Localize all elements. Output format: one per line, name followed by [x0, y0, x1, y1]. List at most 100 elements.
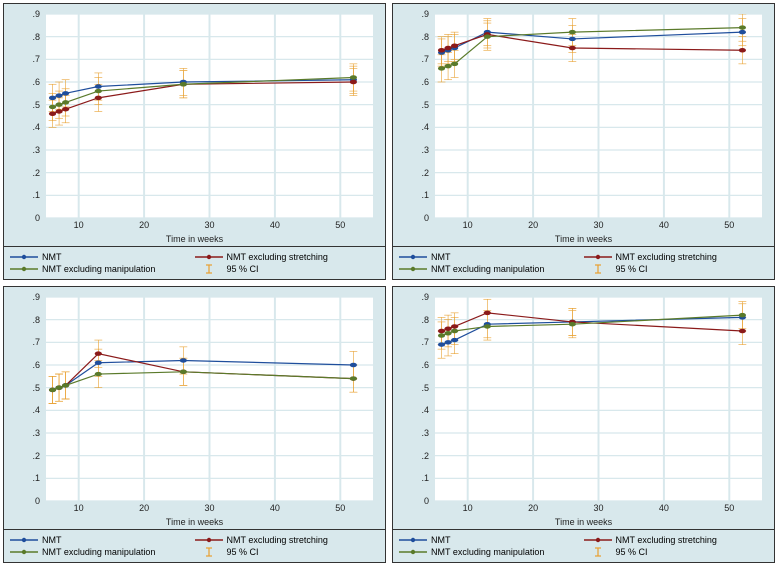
x-tick-label: 10	[74, 503, 84, 513]
series-marker	[438, 342, 445, 346]
legend-label: NMT	[431, 535, 451, 545]
x-tick-label: 30	[204, 503, 214, 513]
series-marker	[739, 313, 746, 317]
series-marker	[438, 48, 445, 52]
y-tick-label: 0	[424, 496, 429, 506]
series-marker	[95, 96, 102, 100]
legend-item-nmt_ex_manip: NMT excluding manipulation	[10, 547, 195, 557]
x-tick-label: 20	[528, 503, 538, 513]
legend-label: NMT excluding manipulation	[42, 547, 155, 557]
y-tick-label: .2	[32, 451, 40, 461]
y-tick-label: .1	[32, 473, 40, 483]
x-tick-label: 20	[139, 503, 149, 513]
legend-label: 95 % CI	[616, 547, 648, 557]
series-marker	[95, 89, 102, 93]
series-marker	[180, 370, 187, 374]
legend-label: NMT excluding manipulation	[431, 264, 544, 274]
legend-label: NMT excluding manipulation	[431, 547, 544, 557]
series-marker	[451, 324, 458, 328]
series-marker	[569, 30, 576, 34]
x-tick-label: 50	[335, 503, 345, 513]
y-tick-label: .3	[32, 428, 40, 438]
panel-disability-male: 0.1.2.3.4.5.6.7.8.91020304050Proportion …	[389, 0, 778, 283]
legend-item-nmt_ex_stretch: NMT excluding stretching	[584, 535, 769, 545]
x-axis-label: Time in weeks	[393, 517, 774, 527]
legend-label: NMT excluding stretching	[616, 535, 717, 545]
y-tick-label: 0	[35, 213, 40, 223]
x-tick-label: 40	[659, 503, 669, 513]
legend-label: NMT excluding stretching	[227, 535, 328, 545]
series-marker	[569, 322, 576, 326]
legend-item-nmt: NMT	[399, 535, 584, 545]
legend-label: NMT excluding stretching	[227, 252, 328, 262]
series-marker	[350, 363, 357, 367]
y-tick-label: .5	[32, 100, 40, 110]
legend-label: 95 % CI	[227, 547, 259, 557]
legend-label: 95 % CI	[616, 264, 648, 274]
legend-item-ci: 95 % CI	[195, 264, 380, 274]
x-tick-label: 50	[724, 503, 734, 513]
series-marker	[569, 37, 576, 41]
series-marker	[569, 46, 576, 50]
series-marker	[484, 311, 491, 315]
y-tick-label: .2	[32, 168, 40, 178]
legend-item-nmt_ex_stretch: NMT excluding stretching	[584, 252, 769, 262]
x-tick-label: 20	[139, 220, 149, 230]
y-tick-label: .1	[32, 190, 40, 200]
series-marker	[484, 34, 491, 38]
y-tick-label: .7	[421, 54, 429, 64]
series-line-nmt_ex_stretch	[53, 354, 354, 390]
legend-item-nmt_ex_stretch: NMT excluding stretching	[195, 535, 380, 545]
series-marker	[444, 331, 451, 335]
series-marker	[451, 338, 458, 342]
y-tick-label: .4	[421, 405, 429, 415]
legend-label: NMT	[431, 252, 451, 262]
y-tick-label: .5	[421, 383, 429, 393]
series-marker	[62, 383, 69, 387]
series-marker	[180, 358, 187, 362]
legend: NMT NMT excluding stretching NMT excluding…	[392, 530, 775, 563]
series-marker	[444, 326, 451, 330]
series-marker	[739, 30, 746, 34]
legend-item-ci: 95 % CI	[584, 547, 769, 557]
y-tick-label: .8	[421, 32, 429, 42]
x-tick-label: 40	[270, 220, 280, 230]
series-marker	[484, 324, 491, 328]
panel-pain-male: 0.1.2.3.4.5.6.7.8.91020304050Proportion …	[0, 0, 389, 283]
y-tick-label: .9	[32, 292, 40, 302]
y-tick-label: .3	[421, 428, 429, 438]
y-tick-label: .1	[421, 190, 429, 200]
legend-item-nmt_ex_manip: NMT excluding manipulation	[10, 264, 195, 274]
legend: NMTNMT excluding stretchingNMT excluding…	[3, 530, 386, 563]
y-tick-label: 0	[35, 496, 40, 506]
y-tick-label: .8	[32, 315, 40, 325]
y-tick-label: .8	[32, 32, 40, 42]
series-marker	[739, 25, 746, 29]
x-tick-label: 30	[593, 503, 603, 513]
legend-item-nmt_ex_manip: NMT excluding manipulation	[399, 264, 584, 274]
legend: NMT NMT excluding stretching NMT excluding…	[392, 247, 775, 280]
series-marker	[350, 80, 357, 84]
series-marker	[55, 109, 62, 113]
y-tick-label: .9	[421, 9, 429, 19]
x-tick-label: 40	[659, 220, 669, 230]
legend-item-nmt: NMT	[10, 252, 195, 262]
series-marker	[444, 340, 451, 344]
series-marker	[438, 333, 445, 337]
x-axis-label: Time in weeks	[4, 234, 385, 244]
series-marker	[49, 96, 56, 100]
series-marker	[451, 43, 458, 47]
panel-pain-female: 0.1.2.3.4.5.6.7.8.91020304050Proportion …	[0, 283, 389, 566]
series-marker	[55, 93, 62, 97]
x-tick-label: 30	[593, 220, 603, 230]
y-tick-label: .5	[421, 100, 429, 110]
series-marker	[438, 66, 445, 70]
x-tick-label: 10	[463, 503, 473, 513]
series-marker	[95, 351, 102, 355]
x-tick-label: 50	[335, 220, 345, 230]
x-tick-label: 30	[204, 220, 214, 230]
legend-label: NMT excluding stretching	[616, 252, 717, 262]
y-tick-label: .3	[421, 145, 429, 155]
x-tick-label: 40	[270, 503, 280, 513]
y-tick-label: .6	[32, 360, 40, 370]
